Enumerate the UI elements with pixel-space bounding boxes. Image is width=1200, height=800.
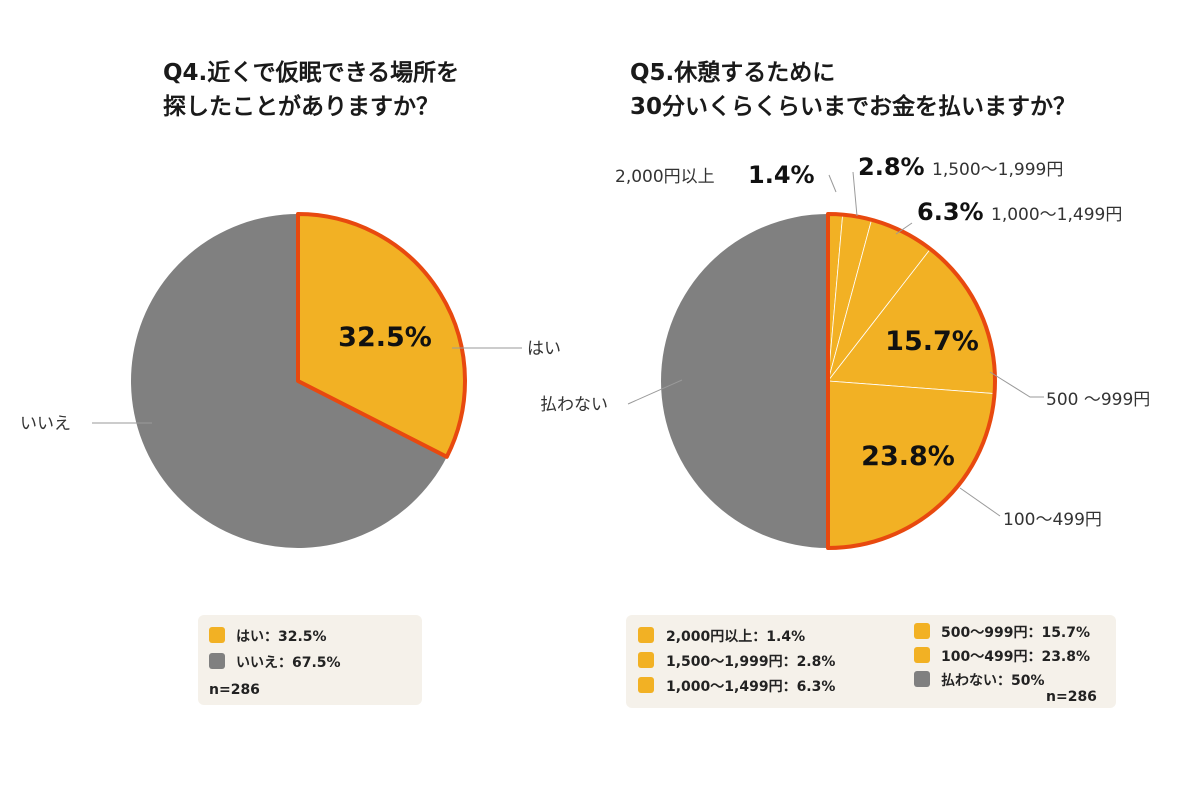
- q5-leader-none: [627, 379, 683, 405]
- q5-legend-1000: 1,000～1,499円：6.3%: [666, 679, 835, 695]
- q5-legend-n: n=286: [1046, 689, 1097, 705]
- q5-leader-1500: [852, 171, 858, 217]
- q5-pct-1000: 6.3%: [917, 198, 984, 226]
- q5-title-line-1: Q5.休憩するために: [630, 59, 835, 86]
- q5-pct-100: 23.8%: [861, 441, 955, 472]
- q5-label-2000: 2,000円以上: [615, 167, 715, 187]
- q5-label-1000: 1,000～1,499円: [991, 205, 1122, 225]
- q5-leader-500: [989, 371, 1044, 398]
- q4-highlight-outline: [296, 212, 467, 459]
- chart-q5: Q5.休憩するために 30分いくらくらいまでお金を払いますか？ 2,000円以上…: [540, 59, 1150, 708]
- q5-pct-1500: 2.8%: [858, 153, 925, 181]
- q5-legend-2000: 2,000円以上：1.4%: [666, 629, 805, 645]
- q4-legend-n: n=286: [209, 682, 260, 698]
- q4-legend-swatch-no: [209, 653, 225, 669]
- q5-legend-swatch-500: [914, 623, 930, 639]
- q5-legend-swatch-100: [914, 647, 930, 663]
- q4-pct-label-yes: 32.5%: [338, 322, 432, 353]
- q4-title-line-2: 探したことがありますか？: [163, 93, 439, 120]
- q5-legend-swatch-1500: [638, 652, 654, 668]
- q4-slice-1: [131, 214, 447, 549]
- q4-legend-box: [198, 615, 422, 705]
- q4-legend-yes: はい：32.5%: [236, 629, 327, 645]
- q5-legend: 2,000円以上：1.4% 1,500～1,999円：2.8% 1,000～1,…: [626, 615, 1116, 708]
- q5-pct-500: 15.7%: [885, 326, 979, 357]
- q5-highlight-outline: [826, 212, 997, 550]
- q5-leader-2000: [828, 174, 837, 193]
- q5-slice-5: [661, 214, 828, 548]
- q4-pie: [131, 212, 467, 549]
- q5-legend-500: 500～999円：15.7%: [941, 625, 1090, 641]
- q5-legend-box: [626, 615, 1116, 708]
- q5-leader-1000: [895, 222, 913, 235]
- q5-legend-1500: 1,500～1,999円：2.8%: [666, 654, 835, 670]
- q5-legend-swatch-1000: [638, 677, 654, 693]
- q5-legend-100: 100～499円：23.8%: [941, 649, 1090, 665]
- chart-q4: Q4.近くで仮眠できる場所を 探したことがありますか？ 32.5% はい いいえ…: [20, 60, 561, 705]
- q4-label-no: いいえ: [20, 414, 71, 434]
- q4-title-line-1: Q4.近くで仮眠できる場所を: [163, 60, 459, 86]
- q5-title-line-2: 30分いくらくらいまでお金を払いますか？: [630, 93, 1076, 120]
- q4-legend-no: いいえ：67.5%: [236, 655, 341, 671]
- q4-legend: はい：32.5% いいえ：67.5% n=286: [198, 615, 422, 705]
- q5-pct-2000: 1.4%: [748, 161, 815, 189]
- q5-leader-100: [959, 487, 1001, 517]
- q4-legend-swatch-yes: [209, 627, 225, 643]
- q5-label-500: 500 ～999円: [1046, 390, 1150, 410]
- q5-legend-none: 払わない：50%: [941, 672, 1045, 689]
- q5-label-100: 100～499円: [1003, 510, 1102, 530]
- q5-label-1500: 1,500～1,999円: [932, 160, 1063, 180]
- q4-label-yes: はい: [527, 339, 561, 359]
- q5-legend-swatch-none: [914, 671, 930, 687]
- q5-legend-swatch-2000: [638, 627, 654, 643]
- q5-pie: [661, 212, 997, 550]
- q5-label-none: 払わない: [540, 395, 608, 415]
